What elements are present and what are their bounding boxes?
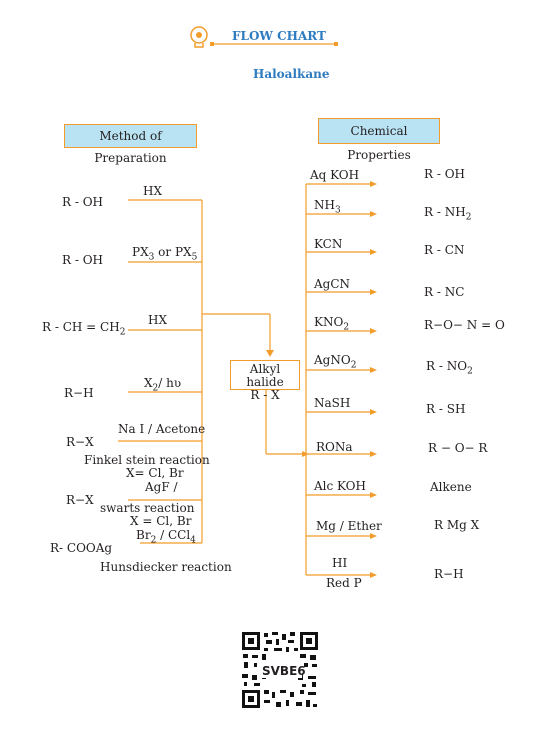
prop-7-reagent: NaSH [314, 396, 351, 410]
qr-code-icon [240, 630, 320, 710]
prep-2-reagent: PX3 or PX5 [132, 245, 198, 263]
prop-5-reagent: KNO2 [314, 315, 350, 333]
prop-11-product: R−H [434, 567, 464, 581]
header-bulb-icon [190, 26, 208, 48]
prep-4-reactant: R−H [64, 386, 94, 400]
prep-6-condition: X = Cl, Br [130, 514, 192, 528]
prop-2-product: R - NH2 [424, 205, 472, 223]
prep-5-condition: X= Cl, Br [126, 466, 184, 480]
prop-3-product: R - CN [424, 243, 465, 257]
prop-8-product: R − O− R [428, 441, 488, 455]
flow-chart-title: FLOW CHART [232, 29, 326, 43]
flow-chart-subtitle: Haloalkane [253, 67, 330, 81]
prop-11-reagent: HI [332, 556, 348, 570]
prop-1-product: R - OH [424, 167, 466, 181]
prep-1-reagent: HX [143, 184, 163, 198]
prep-1-reactant: R - OH [62, 195, 104, 209]
prop-3-reagent: KCN [314, 237, 343, 251]
prop-7-product: R - SH [426, 402, 466, 416]
prop-9-product: Alkene [430, 480, 472, 494]
prop-10-product: R Mg X [434, 518, 480, 532]
prop-4-product: R - NC [424, 285, 465, 299]
prep-7-reactant: R- COOAg [50, 541, 113, 555]
prop-11-reagent-2: Red P [326, 576, 362, 590]
method-of-preparation-label: Method of Preparation [64, 124, 197, 165]
alkyl-halide-formula: R - X [250, 388, 280, 402]
prop-6-product: R - NO2 [426, 359, 473, 377]
prop-1-reagent: Aq KOH [310, 168, 360, 182]
prep-3-reagent: HX [148, 313, 168, 327]
prop-6-reagent: AgNO2 [314, 353, 357, 371]
prop-8-reagent: RONa [316, 440, 353, 454]
prop-4-reagent: AgCN [314, 277, 351, 291]
prep-6-reagent: AgF / [145, 480, 178, 494]
prop-2-reagent: NH3 [314, 198, 341, 216]
prop-5-product: R−O− N = O [424, 318, 505, 332]
prop-9-reagent: Alc KOH [314, 479, 366, 493]
prep-3-reactant: R - CH = CH2 [42, 320, 126, 338]
prep-4-reagent: X2/ hʋ [144, 376, 182, 394]
prep-5-reactant: R−X [66, 435, 94, 449]
prep-2-reactant: R - OH [62, 253, 104, 267]
alkyl-halide-label: Alkyl halide [246, 362, 284, 389]
prop-10-reagent: Mg / Ether [316, 519, 382, 533]
chemical-properties-label: Chemical Properties [318, 118, 440, 162]
prep-5-reagent: Na I / Acetone [118, 422, 206, 436]
prep-7-note: Hunsdiecker reaction [100, 560, 232, 574]
qr-code-label: SVBE6 [262, 664, 306, 678]
prep-6-reactant: R−X [66, 493, 94, 507]
alkyl-halide-node: Alkyl halide R - X [230, 360, 300, 402]
prep-6-note: swarts reaction [100, 501, 195, 515]
prep-5-note: Finkel stein reaction [84, 453, 210, 467]
prep-7-reagent: Br2 / CCl4 [136, 528, 196, 546]
